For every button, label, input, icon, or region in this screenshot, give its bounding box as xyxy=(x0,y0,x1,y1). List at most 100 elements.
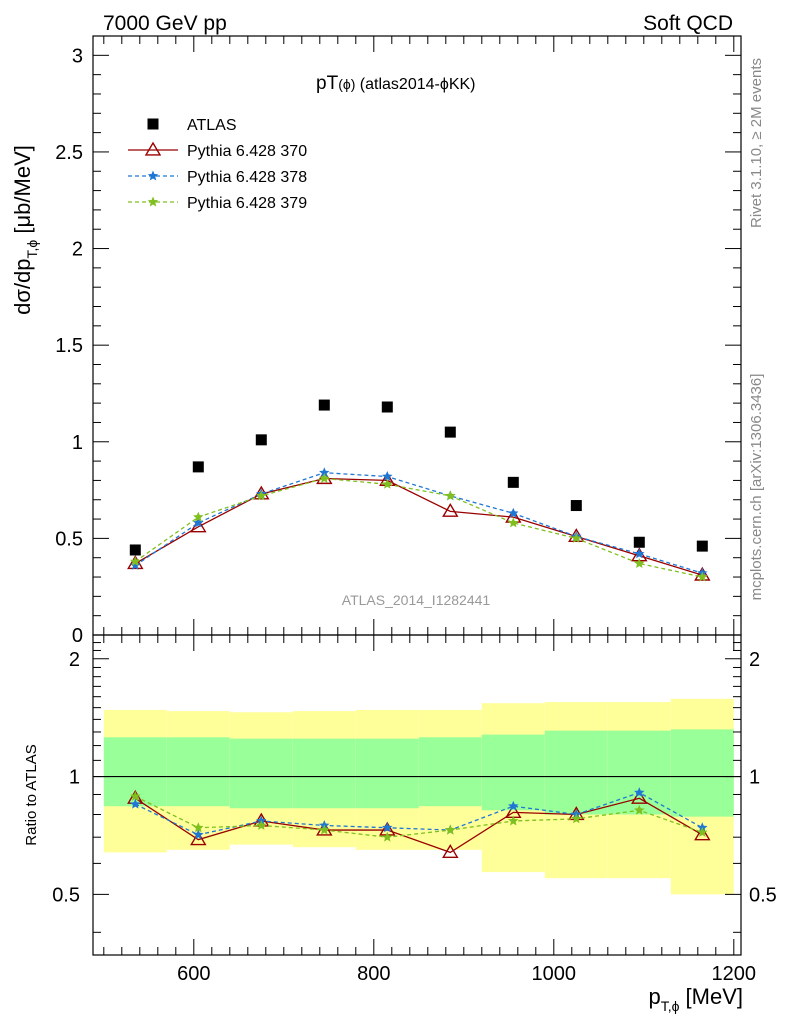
main-y-axis-label: dσ/dpT,ϕ [μb/MeV] xyxy=(10,145,40,315)
ratio-series-line xyxy=(135,795,703,838)
ratio-series-line xyxy=(134,797,703,854)
ratio-y-tick-label-left: 1 xyxy=(69,767,80,789)
main-data-point xyxy=(570,500,582,512)
ratio-panel-series xyxy=(127,787,711,859)
ratio-data-point xyxy=(382,831,393,842)
ratio-green-band xyxy=(166,737,230,807)
main-data-point xyxy=(192,461,204,473)
ratio-y-tick-label-right: 0.5 xyxy=(749,884,777,906)
main-data-point xyxy=(382,478,393,489)
main-y-tick-label: 3 xyxy=(72,45,83,67)
ratio-data-point xyxy=(130,798,141,809)
main-y-tick-label: 0.5 xyxy=(55,528,83,550)
legend-label: Pythia 6.428 370 xyxy=(187,143,307,160)
ratio-data-point xyxy=(634,787,645,798)
legend-label: Pythia 6.428 379 xyxy=(187,195,307,212)
main-data-point xyxy=(634,558,645,568)
x-axis-label: pT,ϕ [MeV] xyxy=(648,984,743,1014)
main-y-tick-label: 2 xyxy=(72,239,83,261)
main-data-point xyxy=(508,507,519,518)
legend-label: ATLAS xyxy=(187,117,237,134)
ratio-green-band xyxy=(229,738,293,809)
main-data-point xyxy=(381,401,393,413)
legend-marker xyxy=(147,170,159,181)
ratio-panel-ticks: 0.5 0.5 1 1 2 2 600 800 1000 1200 xyxy=(52,635,777,985)
main-data-point xyxy=(507,476,519,488)
ratio-data-point xyxy=(256,819,267,830)
x-tick-label: 1000 xyxy=(532,963,577,985)
main-y-tick-label: 1.5 xyxy=(55,335,83,357)
main-data-point xyxy=(694,566,711,581)
main-data-point xyxy=(193,511,204,522)
main-data-point xyxy=(193,517,204,528)
ratio-data-point xyxy=(631,789,648,804)
legend-marker xyxy=(147,196,159,207)
ratio-data-point xyxy=(694,826,711,841)
main-data-point xyxy=(319,467,330,478)
ratio-y-axis-label: Ratio to ATLAS xyxy=(23,744,40,845)
legend: ATLAS Pythia 6.428 370 Pythia 6.428 378 Pyt… xyxy=(128,117,307,212)
main-series-line xyxy=(134,472,703,574)
main-series-line xyxy=(134,477,703,576)
ratio-green-band xyxy=(607,730,671,815)
legend-marker xyxy=(147,118,159,130)
ratio-data-point xyxy=(130,790,141,801)
header-right: Soft QCD xyxy=(643,12,733,35)
ratio-green-band xyxy=(418,737,482,807)
main-data-point xyxy=(319,472,330,483)
main-data-point xyxy=(571,532,582,543)
main-y-tick-label: 2.5 xyxy=(55,142,83,164)
ratio-green-band xyxy=(355,738,419,809)
main-data-point xyxy=(445,490,456,501)
ratio-y-tick-label-right: 2 xyxy=(749,649,760,671)
ratio-green-band xyxy=(481,734,545,811)
legend-marker xyxy=(144,141,162,156)
ratio-data-point xyxy=(697,826,708,837)
ratio-data-point xyxy=(445,824,456,835)
legend-label: Pythia 6.428 378 xyxy=(187,169,307,186)
main-data-point xyxy=(129,544,141,556)
main-data-point xyxy=(633,536,645,548)
ratio-data-point xyxy=(319,824,330,835)
main-data-point xyxy=(127,555,144,570)
rivet-label: Rivet 3.1.10, ≥ 2M events xyxy=(748,58,765,228)
ratio-panel-frame xyxy=(92,634,742,956)
ratio-data-point xyxy=(190,831,207,846)
main-data-point xyxy=(130,559,141,570)
main-panel-series xyxy=(127,399,711,582)
ratio-data-point xyxy=(508,815,519,826)
main-data-point xyxy=(318,399,330,411)
ratio-uncertainty-bands xyxy=(93,698,741,895)
x-tick-label: 1200 xyxy=(712,963,757,985)
ratio-green-band xyxy=(292,738,356,809)
main-data-point xyxy=(255,434,267,446)
ratio-y-tick-label-right: 1 xyxy=(749,767,760,789)
ratio-data-point xyxy=(442,844,459,859)
main-data-point xyxy=(256,490,267,501)
main-data-point xyxy=(508,517,519,528)
watermark: ATLAS_2014_I1282441 xyxy=(342,592,491,608)
main-y-tick-label: 0 xyxy=(72,625,83,647)
main-data-point xyxy=(382,471,393,481)
header-left: 7000 GeV pp xyxy=(103,12,227,35)
ratio-data-point xyxy=(571,813,582,824)
main-data-point xyxy=(697,571,708,582)
x-tick-label: 800 xyxy=(357,963,390,985)
ratio-data-point xyxy=(193,822,204,833)
ratio-data-point xyxy=(508,800,519,811)
ratio-green-band xyxy=(544,730,608,815)
main-data-point xyxy=(696,540,708,552)
main-data-point xyxy=(442,502,459,517)
main-panel-ticks: 0 0.5 1 1.5 2 2.5 3 xyxy=(55,36,741,647)
ratio-y-tick-label-left: 0.5 xyxy=(52,884,80,906)
main-series-line xyxy=(134,477,703,578)
ratio-y-tick-label-left: 2 xyxy=(69,649,80,671)
mcplots-label: mcplots.cern.ch [arXiv:1306.3436] xyxy=(748,374,765,601)
ratio-data-point xyxy=(634,804,645,815)
main-data-point xyxy=(444,426,456,438)
main-data-point xyxy=(634,548,645,559)
ratio-data-point xyxy=(382,822,393,833)
main-data-point xyxy=(130,556,141,567)
ratio-green-band xyxy=(670,729,734,817)
